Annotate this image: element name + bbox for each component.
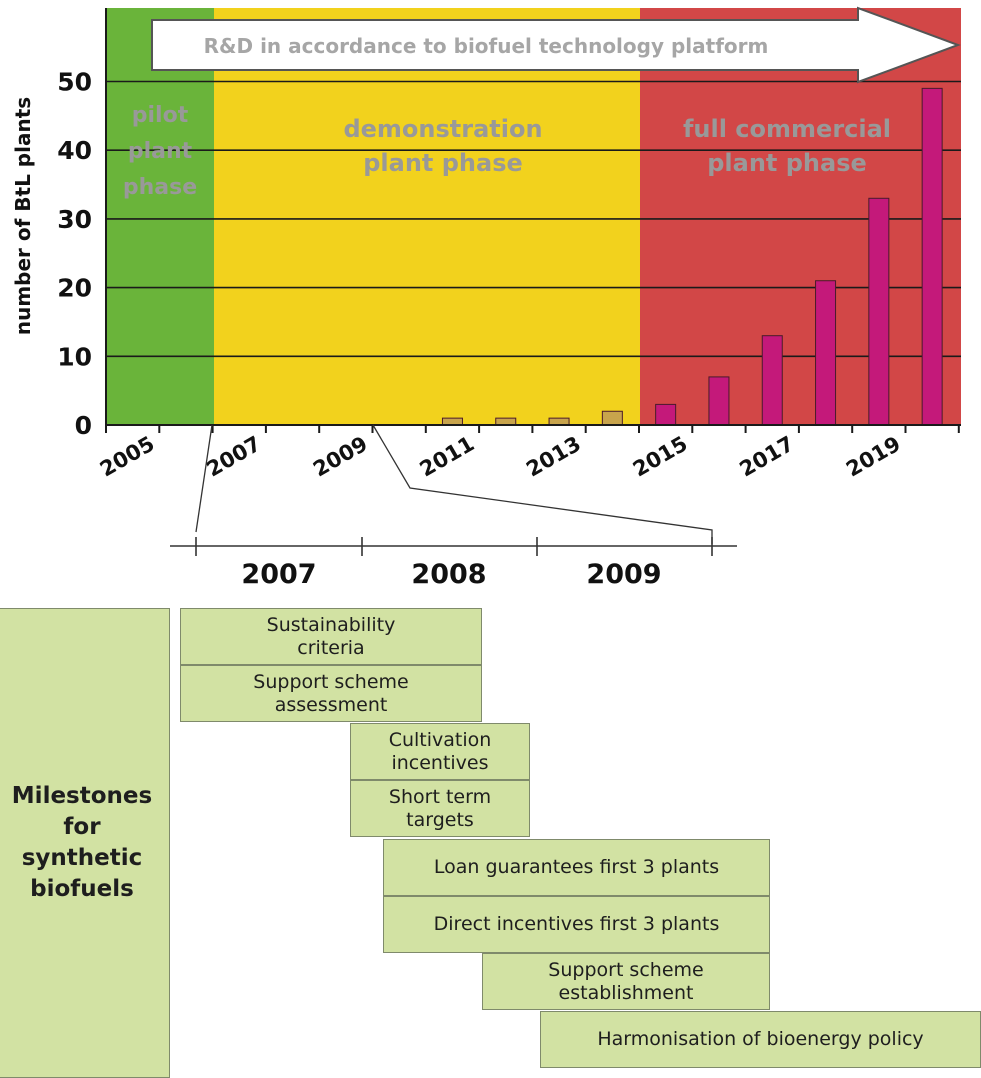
phase-label-line: demonstration (343, 115, 542, 143)
bar-2013 (548, 417, 570, 426)
milestone-sustainability-criteria: Sustainability criteria (180, 608, 482, 665)
milestone-label: Direct incentives first 3 plants (434, 913, 720, 936)
banner-arrow (151, 6, 961, 84)
x-tick-label-2007: 2007 (202, 432, 265, 482)
text-line: Support scheme (253, 670, 409, 693)
text-line: Milestones (11, 782, 153, 809)
text-line: Sustainability (266, 613, 396, 636)
bar-2016 (708, 376, 730, 426)
phase-label-line: plant phase (363, 149, 523, 177)
bar-2018 (815, 280, 837, 426)
x-tick-label-2015: 2015 (629, 432, 692, 482)
milestone-cultivation-incentives: Cultivation incentives (350, 723, 530, 780)
bar-2011 (441, 417, 463, 426)
text-line: Direct incentives first 3 plants (433, 913, 720, 936)
x-tick-label-2005: 2005 (96, 432, 159, 482)
bar-2017 (761, 335, 783, 426)
phase-label-demonstration: demonstration plant phase (343, 115, 542, 177)
y-tick-label-50: 50 (57, 68, 92, 97)
milestone-support-scheme-establishment: Support scheme establishment (482, 953, 770, 1010)
x-tick-label-2013: 2013 (522, 432, 585, 482)
x-tick-label-2017: 2017 (735, 432, 798, 482)
milestone-direct-incentives: Direct incentives first 3 plants (383, 896, 770, 953)
y-tick-label-40: 40 (57, 136, 92, 165)
y-tick-label-30: 30 (57, 205, 92, 234)
milestone-label: Sustainability criteria (267, 614, 396, 660)
text-line: Loan guarantees first 3 plants (433, 856, 720, 879)
x-tick-label-2019: 2019 (842, 432, 905, 482)
milestone-label: Harmonisation of bioenergy policy (597, 1028, 923, 1051)
milestone-short-term-targets: Short term targets (350, 780, 530, 837)
phase-label-pilot: pilot plant phase (123, 103, 197, 200)
milestone-label: Loan guarantees first 3 plants (434, 856, 719, 879)
y-tick-label-0: 0 (75, 411, 92, 440)
milestone-label: Cultivation incentives (389, 729, 492, 775)
milestone-loan-guarantees: Loan guarantees first 3 plants (383, 839, 770, 896)
text-line: biofuels (30, 876, 134, 903)
phase-label-line: plant (128, 139, 193, 164)
phase-label-line: phase (123, 175, 197, 200)
text-line: Support scheme (548, 958, 704, 981)
bar-2014 (601, 410, 623, 426)
x-tick-label-2011: 2011 (416, 432, 479, 482)
text-line: Cultivation (388, 728, 492, 751)
milestone-label: Short term targets (389, 786, 491, 832)
zoom-line-left (195, 424, 213, 533)
milestone-label: Support scheme assessment (253, 671, 408, 717)
bar-2019 (868, 197, 890, 426)
y-axis-label: number of BtL plants (11, 97, 35, 335)
y-tick-label-10: 10 (57, 342, 92, 371)
phase-label-line: plant phase (707, 149, 867, 177)
milestone-support-scheme-assessment: Support scheme assessment (180, 665, 482, 722)
y-tick-label-20: 20 (57, 274, 92, 303)
text-line: criteria (297, 636, 365, 659)
banner-text: R&D in accordance to biofuel technology … (204, 34, 769, 58)
text-line: assessment (274, 693, 388, 716)
text-line: incentives (391, 751, 489, 774)
phase-label-full: full commercial plant phase (683, 115, 891, 177)
milestones-title-text: Milestones for synthetic biofuels (12, 781, 152, 905)
phase-label-line: full commercial (683, 115, 891, 143)
zoom-year-2008: 2008 (411, 559, 486, 590)
zoom-year-2007: 2007 (241, 559, 316, 590)
phase-label-line: pilot (132, 103, 189, 128)
text-line: establishment (558, 981, 694, 1004)
text-line: for (63, 813, 101, 840)
bar-2015 (655, 403, 677, 426)
zoom-year-2009: 2009 (586, 559, 661, 590)
text-line: synthetic (21, 845, 143, 871)
milestones-title: Milestones for synthetic biofuels (0, 608, 170, 1078)
x-tick-label-2009: 2009 (309, 432, 372, 482)
milestone-harmonisation-policy: Harmonisation of bioenergy policy (540, 1011, 981, 1068)
text-line: Harmonisation of bioenergy policy (597, 1028, 924, 1051)
text-line: Short term (388, 785, 492, 808)
text-line: targets (406, 808, 474, 831)
bar-2012 (495, 417, 517, 426)
milestone-label: Support scheme establishment (548, 959, 703, 1005)
bar-2020 (921, 87, 943, 426)
